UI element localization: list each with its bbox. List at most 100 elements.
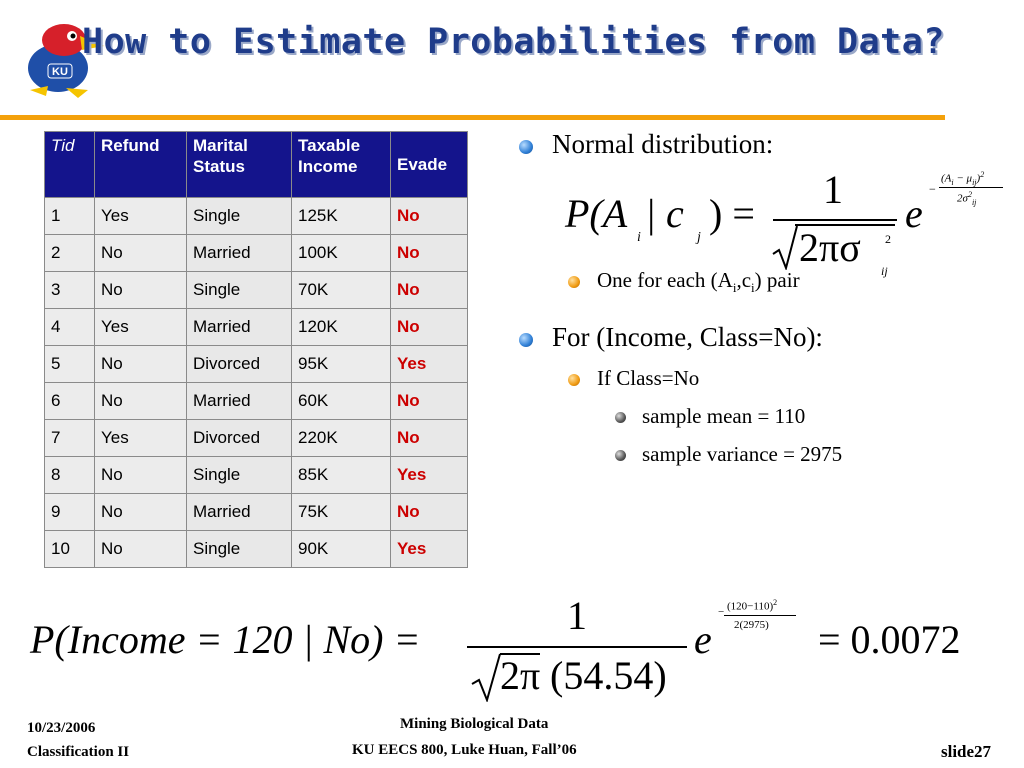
footer-topic: Classification II xyxy=(27,744,130,760)
cell-tid: 1 xyxy=(44,197,95,235)
cell-refund: Yes xyxy=(94,419,187,457)
cell-marital-status: Single xyxy=(186,197,292,235)
cell-tid: 5 xyxy=(44,345,95,383)
f1-close: ) = xyxy=(709,191,755,236)
bullet-orange-icon xyxy=(568,276,580,288)
cell-marital-status: Married xyxy=(186,234,292,272)
cell-refund: No xyxy=(94,530,187,568)
cell-refund: No xyxy=(94,493,187,531)
f1-e: e xyxy=(905,191,923,236)
bullet-orange-icon xyxy=(568,374,580,386)
cell-marital-status: Married xyxy=(186,493,292,531)
f2-den-value: (54.54) xyxy=(550,653,667,698)
f2-sqrt-icon xyxy=(471,653,501,702)
f1-exp-denominator: 2σ2ij xyxy=(957,190,977,207)
cell-taxable-income: 85K xyxy=(291,456,391,494)
training-data-table: Tid Refund Marital Status Taxable Income… xyxy=(44,131,468,568)
bullet-one-for-each: One for each (Ai,ci) pair xyxy=(597,268,800,296)
cell-marital-status: Single xyxy=(186,530,292,568)
table-row: 3 No Single 70K No xyxy=(44,271,468,309)
f2-exp-bar xyxy=(724,615,796,616)
bullet-gray-icon xyxy=(615,450,626,461)
slide-title: How to Estimate Probabilities from Data? xyxy=(82,22,945,62)
f1-sigma-sup: 2 xyxy=(885,232,891,246)
f2-e: e xyxy=(694,617,712,662)
footer-course-line1: Mining Biological Data xyxy=(400,716,549,732)
bullet-sample-mean: sample mean = 110 xyxy=(642,404,806,428)
cell-marital-status: Married xyxy=(186,382,292,420)
bullet-gray-icon xyxy=(615,412,626,423)
cell-evade: No xyxy=(390,382,468,420)
table-row: 8 No Single 85K Yes xyxy=(44,456,468,494)
f1-sqrt-icon xyxy=(772,225,798,270)
f1-sigma-sub: ij xyxy=(881,264,888,278)
f1-minus: − xyxy=(929,182,936,196)
cell-marital-status: Single xyxy=(186,456,292,494)
table-row: 7 Yes Divorced 220K No xyxy=(44,419,468,457)
table-header-row: Tid Refund Marital Status Taxable Income… xyxy=(44,131,468,198)
cell-taxable-income: 75K xyxy=(291,493,391,531)
cell-tid: 2 xyxy=(44,234,95,272)
f2-exp-denominator: 2(2975) xyxy=(734,619,769,631)
cell-refund: No xyxy=(94,456,187,494)
header-taxable-income: Taxable Income xyxy=(291,131,391,198)
cell-taxable-income: 70K xyxy=(291,271,391,309)
cell-taxable-income: 220K xyxy=(291,419,391,457)
cell-taxable-income: 95K xyxy=(291,345,391,383)
ku-jayhawk-logo: KU xyxy=(28,24,104,98)
cell-taxable-income: 60K xyxy=(291,382,391,420)
f2-lhs: P(Income = 120 | No) = xyxy=(30,617,421,662)
cell-refund: Yes xyxy=(94,308,187,346)
cell-tid: 4 xyxy=(44,308,95,346)
cell-tid: 7 xyxy=(44,419,95,457)
footer-course-line2: KU EECS 800, Luke Huan, Fall’06 xyxy=(352,742,577,758)
cell-tid: 3 xyxy=(44,271,95,309)
bullet-blue-icon xyxy=(519,140,533,154)
cell-tid: 6 xyxy=(44,382,95,420)
f2-numerator: 1 xyxy=(567,593,587,638)
cell-tid: 9 xyxy=(44,493,95,531)
cell-marital-status: Married xyxy=(186,308,292,346)
table-row: 1 Yes Single 125K No xyxy=(44,197,468,235)
cell-refund: No xyxy=(94,234,187,272)
footer-date: 10/23/2006 xyxy=(27,720,96,736)
table-row: 6 No Married 60K No xyxy=(44,382,468,420)
header-refund: Refund xyxy=(94,131,187,198)
f1-sqrt-bar xyxy=(795,224,895,226)
cell-evade: No xyxy=(390,493,468,531)
cell-tid: 8 xyxy=(44,456,95,494)
cell-marital-status: Single xyxy=(186,271,292,309)
header-evade: Evade xyxy=(390,131,468,198)
cell-taxable-income: 100K xyxy=(291,234,391,272)
f2-sqrt-bar xyxy=(500,653,540,655)
f2-den-2pi: 2π xyxy=(500,653,541,698)
cell-taxable-income: 120K xyxy=(291,308,391,346)
cell-evade: No xyxy=(390,234,468,272)
normal-pdf-formula: P(A i | c j ) = 1 2πσ 2 ij e − (Ai − μij… xyxy=(565,167,1015,278)
cell-evade: No xyxy=(390,271,468,309)
cell-evade: Yes xyxy=(390,456,468,494)
table-row: 10 No Single 90K Yes xyxy=(44,530,468,568)
bullet-blue-icon xyxy=(519,333,533,347)
cell-evade: Yes xyxy=(390,530,468,568)
header-tid: Tid xyxy=(44,131,95,198)
f1-sub-i: i xyxy=(637,230,641,245)
bullet-normal-distribution: Normal distribution: xyxy=(552,129,774,159)
f1-bar-c: | c xyxy=(645,191,684,236)
f2-result: = 0.0072 xyxy=(818,617,961,662)
cell-refund: No xyxy=(94,271,187,309)
cell-refund: No xyxy=(94,345,187,383)
cell-refund: Yes xyxy=(94,197,187,235)
cell-taxable-income: 90K xyxy=(291,530,391,568)
cell-evade: No xyxy=(390,419,468,457)
cell-tid: 10 xyxy=(44,530,95,568)
footer-slide-number: slide27 xyxy=(941,742,992,761)
cell-evade: No xyxy=(390,308,468,346)
f1-lhs: P(A xyxy=(565,191,628,236)
f1-exp-numerator: (Ai − μij)2 xyxy=(941,170,985,187)
title-underline xyxy=(0,115,945,120)
bullet-for-income: For (Income, Class=No): xyxy=(552,322,823,352)
f2-minus: − xyxy=(718,606,725,618)
cell-evade: No xyxy=(390,197,468,235)
income-probability-formula: P(Income = 120 | No) = 1 2π (54.54) e − … xyxy=(30,592,1000,707)
